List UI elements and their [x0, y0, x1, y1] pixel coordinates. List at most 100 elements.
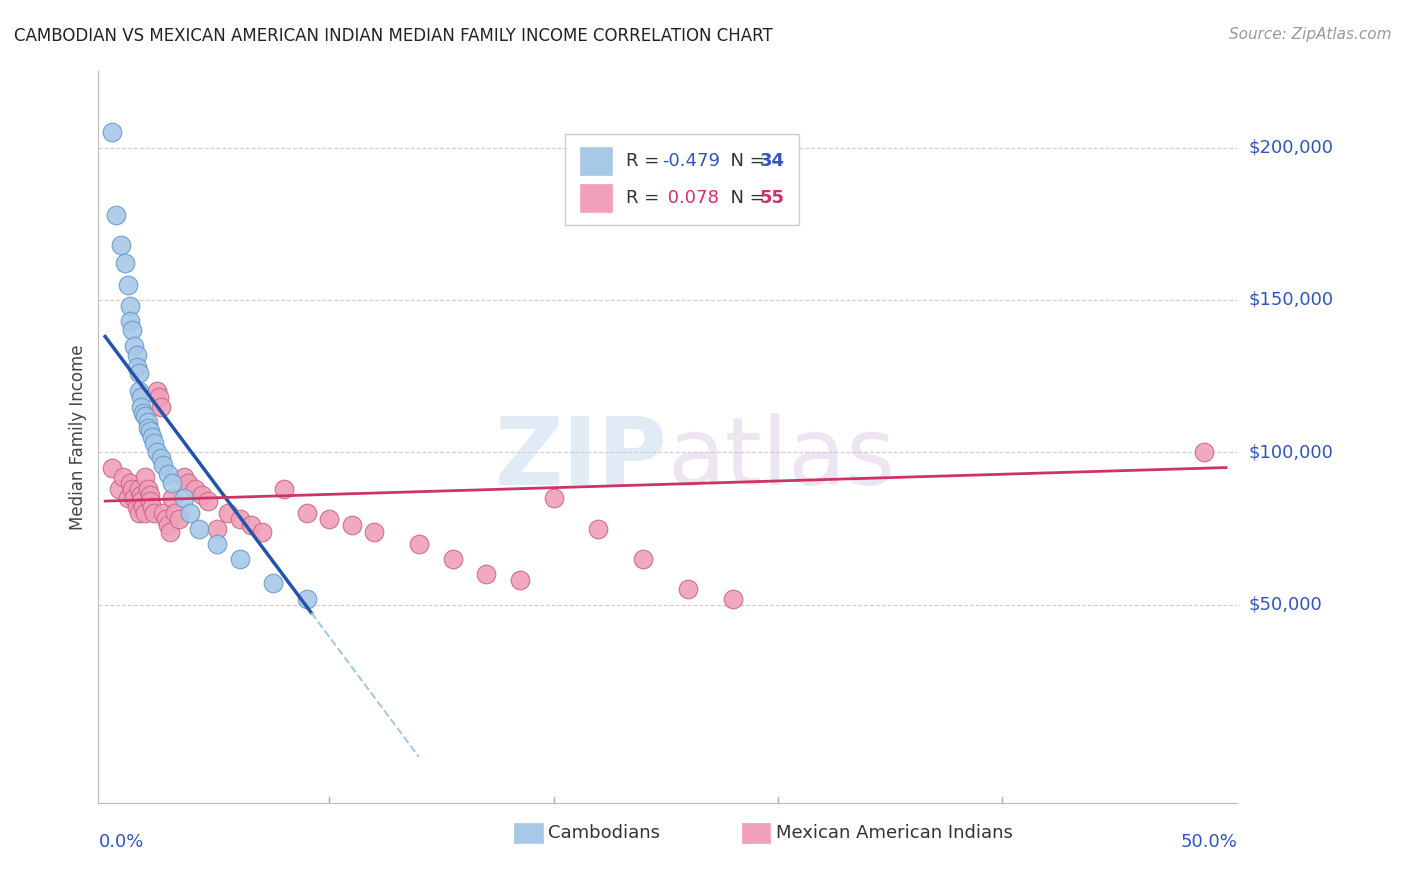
Point [162, 491, 184, 505]
Point [295, 591, 318, 606]
Point [588, 521, 610, 535]
Point [163, 506, 186, 520]
Point [136, 421, 159, 435]
Point [145, 445, 167, 459]
Text: atlas: atlas [668, 413, 896, 505]
Point [101, 460, 124, 475]
Point [441, 552, 464, 566]
Point [128, 384, 150, 399]
Point [217, 506, 239, 520]
Text: 50.0%: 50.0% [1181, 833, 1237, 851]
Point [117, 277, 139, 292]
Point [125, 348, 148, 362]
Point [129, 494, 152, 508]
Point [239, 518, 262, 533]
Point [475, 567, 498, 582]
Point [121, 323, 143, 337]
Point [121, 482, 143, 496]
Point [167, 512, 190, 526]
Text: -0.479: -0.479 [662, 152, 720, 169]
Text: 0.078: 0.078 [662, 189, 718, 207]
Point [124, 491, 146, 505]
Text: Mexican American Indians: Mexican American Indians [776, 824, 1012, 842]
Point [190, 488, 212, 502]
Point [152, 506, 174, 520]
Point [132, 406, 155, 420]
Text: $50,000: $50,000 [1249, 596, 1322, 614]
Point [117, 491, 139, 505]
Point [128, 482, 150, 496]
Point [128, 366, 150, 380]
Point [118, 314, 141, 328]
Point [631, 552, 654, 566]
Point [125, 359, 148, 374]
Point [141, 430, 163, 444]
Point [295, 506, 318, 520]
Bar [515, 822, 543, 843]
Text: $100,000: $100,000 [1249, 443, 1333, 461]
Bar [742, 822, 770, 843]
Point [340, 518, 363, 533]
Point [152, 458, 174, 472]
Text: Cambodians: Cambodians [548, 824, 661, 842]
Point [105, 208, 128, 222]
Point [134, 409, 156, 423]
Point [145, 384, 167, 399]
Point [129, 488, 152, 502]
Point [228, 512, 250, 526]
Point [228, 552, 250, 566]
Text: R =: R = [626, 152, 665, 169]
Text: N =: N = [718, 152, 770, 169]
Point [132, 500, 155, 515]
Text: CAMBODIAN VS MEXICAN AMERICAN INDIAN MEDIAN FAMILY INCOME CORRELATION CHART: CAMBODIAN VS MEXICAN AMERICAN INDIAN MED… [14, 27, 773, 45]
Point [136, 482, 159, 496]
Point [125, 500, 148, 515]
Point [110, 238, 132, 252]
Text: ZIP: ZIP [495, 413, 668, 505]
Point [197, 494, 219, 508]
Point [207, 537, 229, 551]
Text: Source: ZipAtlas.com: Source: ZipAtlas.com [1229, 27, 1392, 42]
Point [177, 475, 200, 490]
Point [139, 488, 162, 502]
Point [118, 299, 141, 313]
Text: 0.0%: 0.0% [98, 833, 143, 851]
Point [136, 415, 159, 429]
Point [273, 482, 295, 496]
Point [188, 521, 211, 535]
Point [179, 506, 201, 520]
Point [139, 424, 162, 438]
Point [184, 482, 207, 496]
Point [118, 475, 141, 490]
Point [134, 506, 156, 520]
Point [148, 391, 170, 405]
Point [509, 574, 531, 588]
Point [543, 491, 565, 505]
Point [128, 506, 150, 520]
Point [676, 582, 699, 597]
Point [408, 537, 430, 551]
Point [150, 400, 173, 414]
Point [129, 400, 152, 414]
Bar [581, 147, 612, 175]
Point [250, 524, 273, 539]
Point [207, 521, 229, 535]
Point [107, 482, 129, 496]
Point [721, 591, 744, 606]
Point [173, 469, 195, 483]
Text: R =: R = [626, 189, 665, 207]
Point [129, 391, 152, 405]
FancyBboxPatch shape [565, 134, 799, 225]
Point [155, 512, 177, 526]
Point [143, 436, 166, 450]
Point [124, 339, 146, 353]
Point [1192, 445, 1215, 459]
Text: $150,000: $150,000 [1249, 291, 1333, 309]
Point [114, 256, 136, 270]
Text: $200,000: $200,000 [1249, 138, 1333, 157]
Point [156, 467, 179, 481]
Y-axis label: Median Family Income: Median Family Income [69, 344, 87, 530]
Text: 34: 34 [761, 152, 785, 169]
Point [156, 518, 179, 533]
Bar [581, 184, 612, 211]
